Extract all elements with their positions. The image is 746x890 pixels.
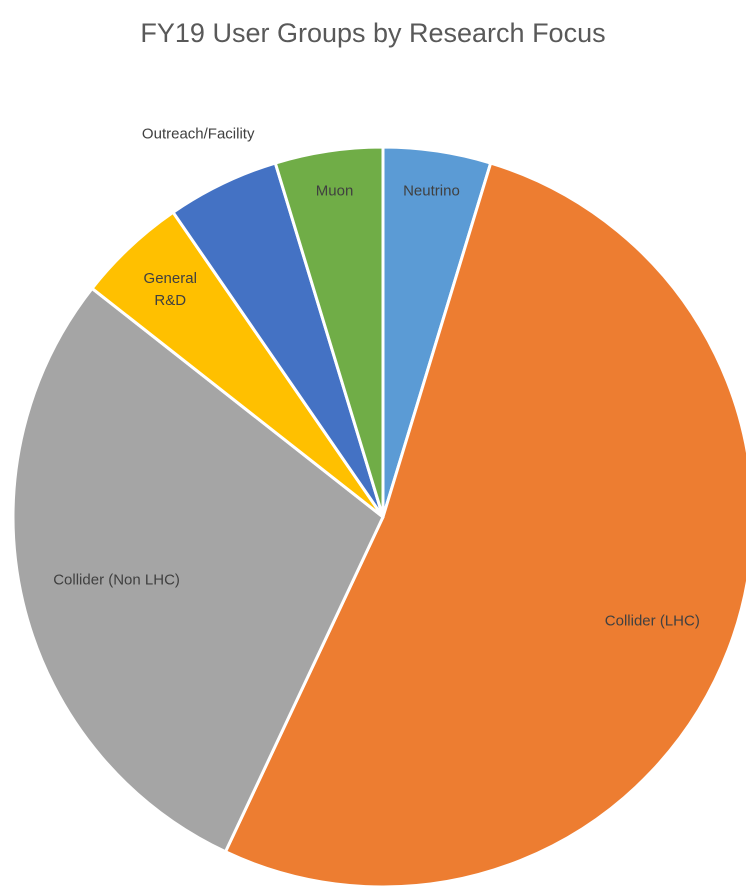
chart-title: FY19 User Groups by Research Focus bbox=[140, 18, 606, 48]
pie-slice bbox=[273, 145, 385, 519]
slice-label: Collider (LHC) bbox=[604, 612, 700, 630]
pie-slice bbox=[223, 161, 746, 889]
slice-label: Neutrino bbox=[403, 182, 460, 200]
slice-label: Muon bbox=[315, 182, 354, 200]
pie-slice bbox=[11, 286, 385, 854]
slice-label: Collider (Non LHC) bbox=[53, 571, 180, 589]
slice-label: General R&D bbox=[143, 270, 197, 310]
slice-label: Outreach/Facility bbox=[141, 125, 255, 143]
